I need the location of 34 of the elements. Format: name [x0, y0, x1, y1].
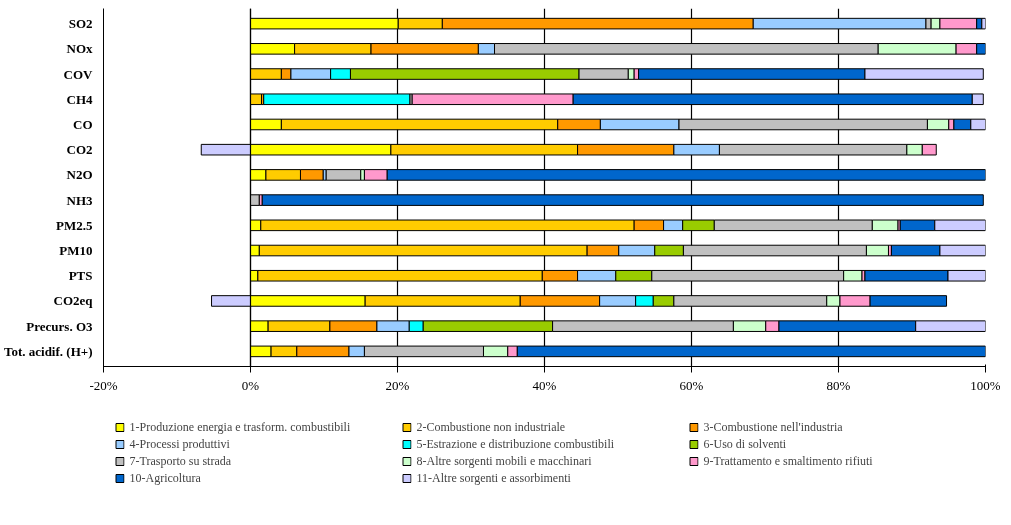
y-tick-label: Tot. acidif. (H+) [3, 343, 93, 359]
x-tick-label: -20% [89, 377, 118, 393]
y-tick-label: CO2eq [53, 293, 94, 309]
y-tick-label: N2O [66, 167, 93, 183]
legend-label: 8-Altre sorgenti mobili e macchinari [416, 453, 593, 469]
y-tick-label: NOx [66, 41, 93, 57]
legend-label: 11-Altre sorgenti e assorbimenti [416, 470, 572, 486]
legend-label: 7-Trasporto su strada [129, 453, 233, 469]
legend-label: 1-Produzione energia e trasform. combustibili [129, 419, 352, 435]
legend-label: 10-Agricoltura [129, 470, 202, 486]
x-tick-label: 0% [241, 377, 260, 393]
x-tick-label: 20% [385, 377, 410, 393]
y-tick-label: CO2 [66, 142, 93, 158]
y-tick-label: CO [73, 116, 93, 132]
x-tick-label: 100% [970, 377, 1001, 393]
legend-label: 6-Uso di solventi [703, 436, 788, 452]
bar [325, 169, 362, 181]
y-tick-label: PTS [68, 268, 93, 284]
y-tick-label: PM2.5 [56, 217, 93, 233]
bar [263, 93, 411, 106]
legend-label: 3-Combustione nell'industria [703, 419, 844, 435]
legend-label: 4-Processi produttivi [129, 436, 231, 452]
y-tick-label: Precurs. O3 [26, 318, 93, 334]
legend-label: 5-Estrazione e distribuzione combustibili [416, 436, 616, 452]
x-tick-label: 40% [532, 377, 557, 393]
y-tick-label: CH4 [66, 91, 93, 107]
legend-label: 2-Combustione non industriale [416, 419, 567, 435]
x-tick-label: 60% [679, 377, 704, 393]
x-tick-label: 80% [826, 377, 851, 393]
legend-label: 9-Trattamento e smaltimento rifiuti [703, 453, 874, 469]
y-tick-label: COV [63, 66, 94, 82]
y-tick-label: PM10 [59, 243, 93, 259]
y-tick-label: NH3 [66, 192, 93, 208]
y-tick-label: SO2 [68, 16, 93, 32]
